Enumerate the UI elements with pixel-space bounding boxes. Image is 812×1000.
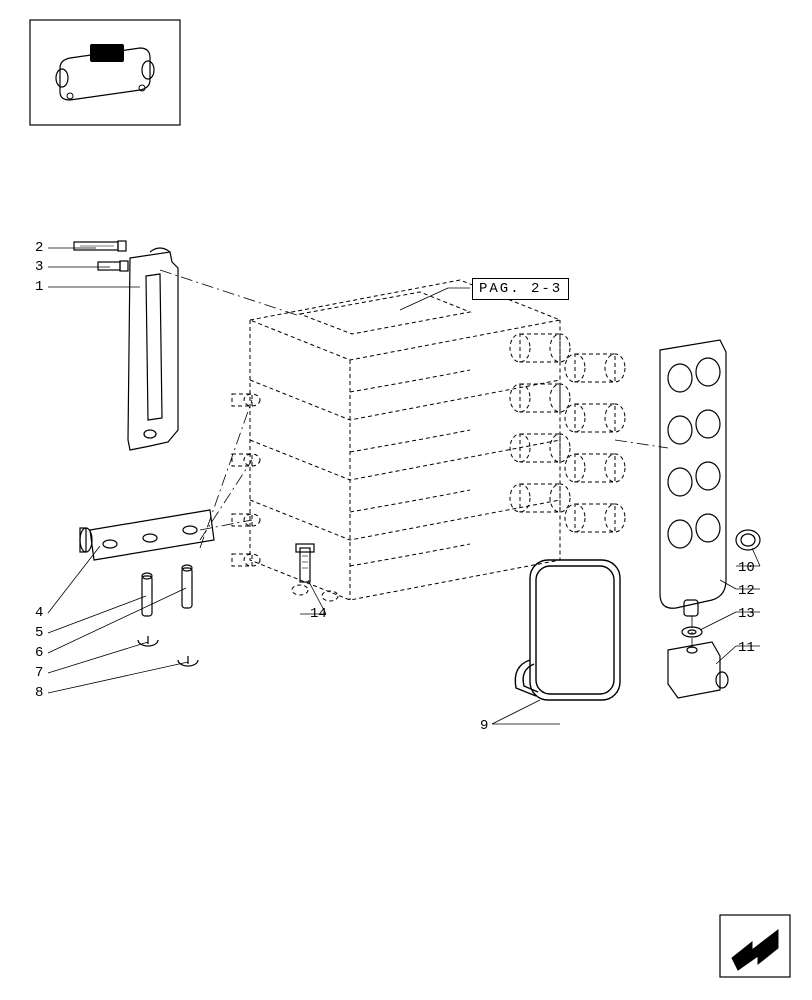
part-cover-9	[515, 560, 620, 700]
nav-arrow-box[interactable]	[720, 915, 790, 977]
part-bolt-long	[74, 241, 126, 251]
callout-2: 2	[35, 240, 43, 256]
valve-block-ref	[232, 280, 625, 601]
callout-11: 11	[738, 640, 755, 656]
callout-10: 10	[738, 560, 755, 576]
part-coupler-boot	[660, 340, 726, 616]
thumbnail-box	[30, 20, 180, 125]
callout-4: 4	[35, 605, 43, 621]
callout-5: 5	[35, 625, 43, 641]
leader-lines	[48, 248, 760, 724]
callout-3: 3	[35, 259, 43, 275]
part-bolt-14	[296, 544, 314, 582]
part-bolt-short	[98, 261, 128, 271]
callout-12: 12	[738, 583, 755, 599]
part-plug-10	[736, 530, 760, 550]
assembly-axes	[160, 270, 692, 648]
callout-8: 8	[35, 685, 43, 701]
callout-9: 9	[480, 718, 488, 734]
callout-6: 6	[35, 645, 43, 661]
callout-1: 1	[35, 279, 43, 295]
callout-13: 13	[738, 606, 755, 622]
page-ref-box: PAG. 2-3	[472, 278, 569, 300]
exploded-diagram-svg	[0, 0, 812, 1000]
part-valve-11	[668, 642, 728, 698]
part-bracket-plate	[128, 248, 178, 450]
callout-7: 7	[35, 665, 43, 681]
callout-14: 14	[310, 606, 327, 622]
